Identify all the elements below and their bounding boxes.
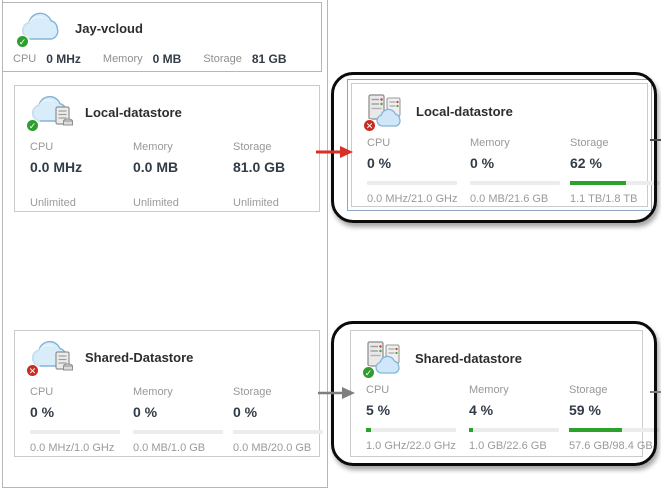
datastore-card-shared-left[interactable]: ✕ Shared-Datastore CPU 0 % 0.0 MHz/1.0 G… <box>14 330 323 457</box>
metric-value: 0 % <box>367 155 392 171</box>
datastore-card-local-left[interactable]: ✓ Local-datastore CPU 0.0 MHz Unlimited … <box>14 85 320 212</box>
metric-label: CPU <box>366 384 390 396</box>
cpu-label: CPU <box>13 53 37 65</box>
progress-bar <box>570 181 660 185</box>
storage-label: Storage <box>203 53 242 65</box>
metric-label: Storage <box>569 384 608 396</box>
metric-sub: 1.1 TB/1.8 TB <box>570 193 638 205</box>
cpu-value: 0 MHz <box>46 52 81 66</box>
memory-value: 0 MB <box>152 52 182 66</box>
progress-bar <box>469 428 559 432</box>
progress-bar <box>30 430 120 434</box>
progress-bar <box>470 181 560 185</box>
storage-value: 81 GB <box>251 52 287 66</box>
metric-label: Memory <box>470 137 510 149</box>
metric-memory: Memory 0 % 0.0 MB/21.6 GB <box>470 137 570 205</box>
metric-storage: Storage 62 % 1.1 TB/1.8 TB <box>570 137 660 205</box>
metric-value: 0 % <box>133 404 158 420</box>
progress-bar <box>233 430 323 434</box>
metric-sub: 0.0 MHz/21.0 GHz <box>367 193 458 205</box>
metric-memory: Memory 4 % 1.0 GB/22.6 GB <box>469 384 569 452</box>
gray-arrow-icon <box>318 387 355 399</box>
metric-value: 81.0 GB <box>233 159 286 175</box>
metric-value: 0 % <box>470 155 495 171</box>
metric-memory: Memory 0 % 0.0 MB/1.0 GB <box>133 386 233 454</box>
card-title: Local-datastore <box>85 104 182 120</box>
metric-label: Storage <box>570 137 609 149</box>
metric-cpu: CPU 5 % 1.0 GHz/22.0 GHz <box>366 384 469 452</box>
status-badge-icon: ✕ <box>363 119 376 132</box>
card-title: Shared-Datastore <box>85 349 194 365</box>
metric-sub: Unlimited <box>30 197 76 209</box>
metric-label: Memory <box>133 386 173 398</box>
card-title: Local-datastore <box>416 103 513 119</box>
metric-value: 59 % <box>569 402 601 418</box>
org-title: Jay-vcloud <box>75 20 143 36</box>
cloud-server-icon: ✓ <box>26 95 75 132</box>
metric-label: Memory <box>133 141 173 153</box>
progress-bar <box>366 428 456 432</box>
metric-label: CPU <box>30 386 54 398</box>
metric-value: 5 % <box>366 402 391 418</box>
org-summary-card[interactable]: ✓ Jay-vcloud CPU 0 MHz Memory 0 MB Stora… <box>2 2 322 72</box>
server-cloud-icon: ✓ <box>362 340 405 379</box>
server-cloud-icon: ✕ <box>363 93 406 132</box>
metric-memory: Memory 0.0 MB Unlimited <box>133 141 233 209</box>
metric-cpu: CPU 0 % 0.0 MHz/1.0 GHz <box>30 386 133 454</box>
card-title: Shared-datastore <box>415 350 522 366</box>
status-badge-icon: ✓ <box>26 119 39 132</box>
progress-bar <box>367 181 457 185</box>
metric-sub: Unlimited <box>233 197 279 209</box>
metric-sub: 57.6 GB/98.4 GB <box>569 440 653 452</box>
metric-cpu: CPU 0.0 MHz Unlimited <box>30 141 133 209</box>
right-edge-tick-bottom <box>650 391 661 393</box>
metric-storage: Storage 81.0 GB Unlimited <box>233 141 311 209</box>
metric-storage: Storage 0 % 0.0 MB/20.0 GB <box>233 386 323 454</box>
progress-bar <box>133 430 223 434</box>
metric-value: 62 % <box>570 155 602 171</box>
metric-sub: 0.0 MB/1.0 GB <box>133 442 206 454</box>
metric-label: Memory <box>469 384 509 396</box>
metric-sub: 0.0 MHz/1.0 GHz <box>30 442 115 454</box>
metric-value: 4 % <box>469 402 494 418</box>
progress-bar <box>569 428 659 432</box>
metric-cpu: CPU 0 % 0.0 MHz/21.0 GHz <box>367 137 470 205</box>
metric-label: Storage <box>233 141 272 153</box>
right-edge-tick-top <box>650 139 661 141</box>
metric-label: Storage <box>233 386 272 398</box>
metric-label: CPU <box>30 141 54 153</box>
metric-sub: 1.0 GB/22.6 GB <box>469 440 547 452</box>
status-badge-icon: ✕ <box>26 364 39 377</box>
metric-label: CPU <box>367 137 391 149</box>
metric-value: 0 % <box>233 404 258 420</box>
selected-card-outline: ✕ Local-datastore CPU 0 % 0.0 MHz/21.0 G… <box>347 79 660 211</box>
metric-sub: 0.0 MB/20.0 GB <box>233 442 312 454</box>
red-arrow-icon <box>316 146 353 158</box>
status-badge-icon: ✓ <box>16 35 29 48</box>
datastore-card-shared-right[interactable]: ✓ Shared-datastore CPU 5 % 1.0 GHz/22.0 … <box>350 330 659 457</box>
datastore-card-local-right[interactable]: ✕ Local-datastore CPU 0 % 0.0 MHz/21.0 G… <box>351 83 660 207</box>
metric-value: 0 % <box>30 404 55 420</box>
cloud-server-icon: ✕ <box>26 340 75 377</box>
metric-sub: Unlimited <box>133 197 179 209</box>
metric-sub: 1.0 GHz/22.0 GHz <box>366 440 456 452</box>
org-stats-row: CPU 0 MHz Memory 0 MB Storage 81 GB <box>3 45 321 66</box>
metric-sub: 0.0 MB/21.6 GB <box>470 193 549 205</box>
metric-storage: Storage 59 % 57.6 GB/98.4 GB <box>569 384 659 452</box>
metric-value: 0.0 MB <box>133 159 179 175</box>
cloud-icon: ✓ <box>16 11 65 48</box>
metric-value: 0.0 MHz <box>30 159 83 175</box>
memory-label: Memory <box>102 53 143 65</box>
status-badge-icon: ✓ <box>362 366 375 379</box>
